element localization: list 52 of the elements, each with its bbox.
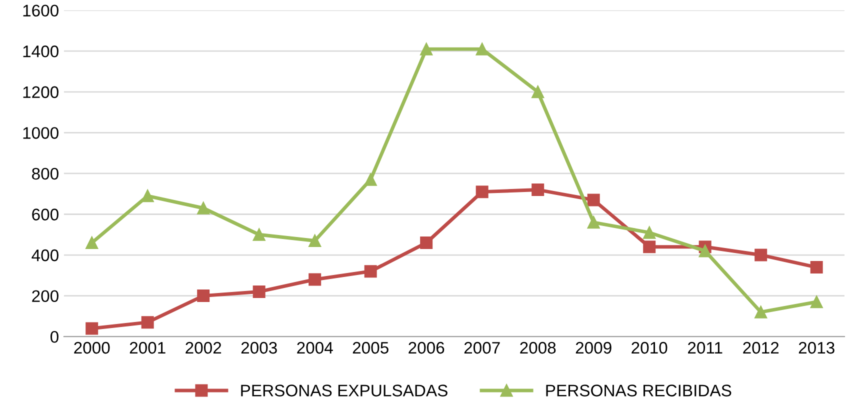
point	[754, 306, 768, 318]
x-tick-label: 2009	[576, 342, 612, 354]
x-tick-label: 2006	[408, 342, 444, 354]
y-tick-label: 1000	[23, 127, 58, 139]
y-tick-label: 1400	[23, 46, 58, 58]
point	[252, 285, 266, 298]
x-tick-label: 2007	[464, 342, 500, 354]
point	[364, 173, 377, 186]
point	[476, 186, 488, 198]
point	[308, 234, 322, 248]
legend-label: PERSONAS EXPULSADAS	[241, 384, 448, 396]
x-tick-label: 2003	[241, 342, 277, 354]
y-tick-label: 400	[32, 249, 58, 262]
x-tick-label: 2002	[186, 342, 222, 354]
y-tick-label: 200	[32, 290, 58, 302]
point	[754, 248, 768, 262]
point	[141, 316, 154, 329]
x-tick-label: 2011	[688, 342, 722, 354]
x-tick-label: 2010	[632, 342, 668, 354]
x-tick-label: 2013	[798, 342, 834, 354]
point	[86, 322, 98, 335]
y-tick-label: 1600	[23, 4, 58, 17]
y-tick-label: 0	[50, 330, 58, 343]
y-tick-label: 1200	[23, 86, 58, 98]
point	[587, 216, 600, 229]
point	[810, 261, 823, 274]
point	[532, 86, 544, 98]
point	[810, 296, 823, 308]
point	[86, 236, 98, 250]
x-tick-label: 2012	[743, 342, 779, 354]
x-tick-label: 2005	[352, 342, 388, 354]
point	[476, 42, 488, 56]
x-tick-label: 2000	[74, 342, 110, 354]
x-tick-label: 2008	[520, 342, 556, 354]
point	[197, 290, 210, 302]
point	[308, 273, 322, 286]
y-tick-label: 600	[32, 208, 58, 220]
point	[587, 194, 600, 206]
point	[643, 226, 656, 239]
point	[420, 42, 433, 56]
x-tick-label: 2001	[130, 342, 166, 354]
x-tick-label: 2004	[297, 342, 333, 354]
point	[197, 202, 210, 214]
legend-label: PERSONAS RECIBIDAS	[546, 384, 732, 396]
y-tick-label: 800	[32, 168, 58, 180]
point	[698, 244, 712, 258]
point	[364, 265, 377, 278]
point	[420, 236, 433, 250]
point	[643, 240, 656, 254]
point	[141, 190, 154, 202]
point	[532, 184, 544, 196]
point	[252, 228, 266, 241]
